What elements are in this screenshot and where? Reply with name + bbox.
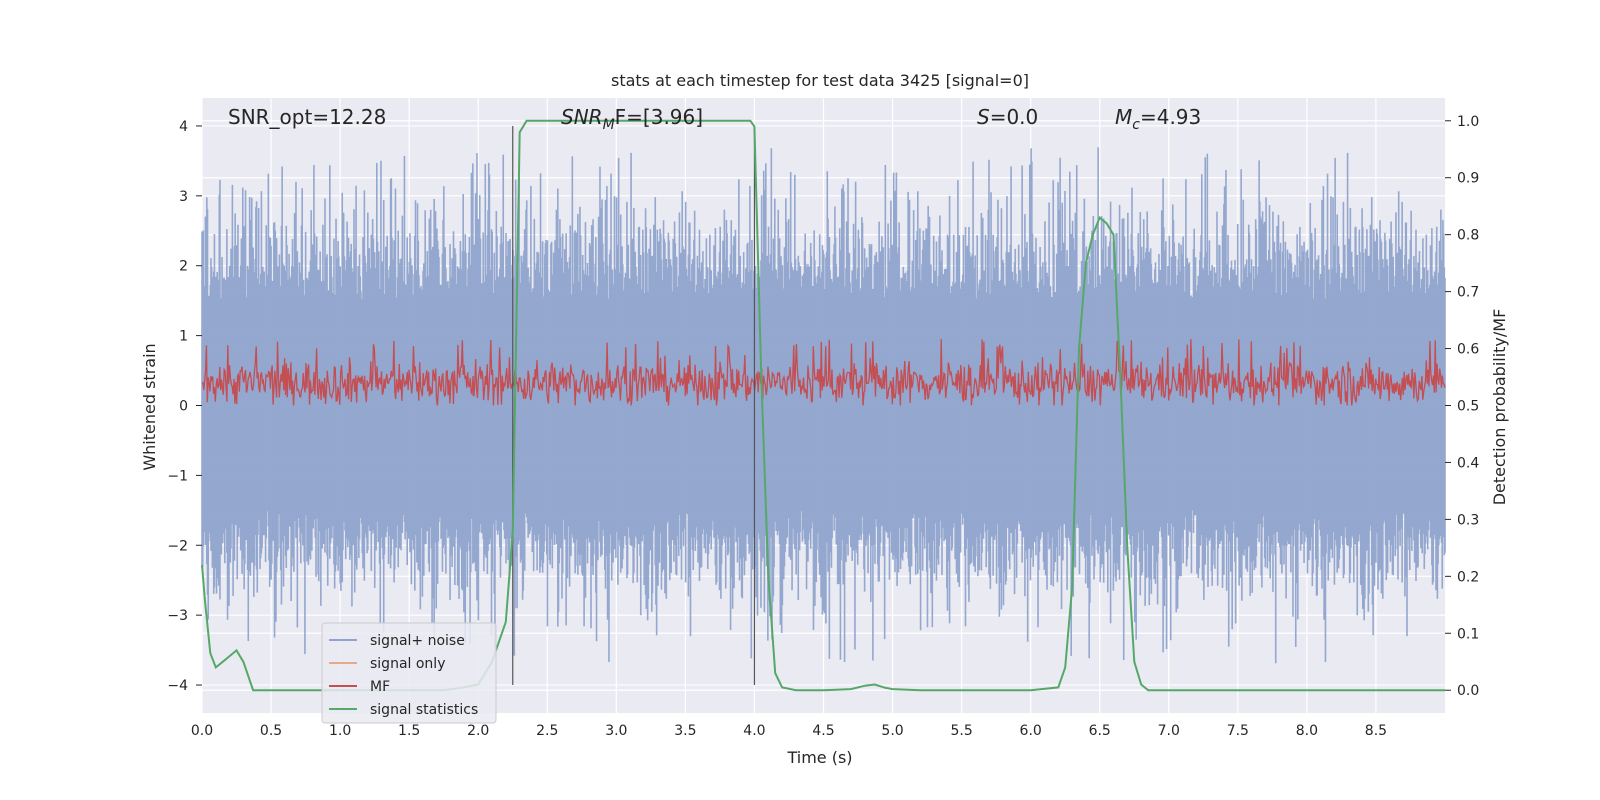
s-name: S: [977, 105, 990, 129]
s-annotation: S=0.0: [977, 105, 1038, 129]
legend-box: [321, 622, 497, 724]
x-tick-label: 6.0: [1020, 723, 1042, 739]
legend-label-signal-statistics: signal statistics: [370, 702, 478, 718]
mc-rest: =4.93: [1140, 105, 1201, 129]
x-tick-label: 0.0: [191, 723, 213, 739]
signal-statistics-line: [201, 119, 1445, 692]
legend-label-signal-only: signal only: [370, 656, 445, 672]
x-tick-label: 8.0: [1296, 723, 1318, 739]
snr-opt-annotation: SNR_opt=12.28: [228, 105, 386, 129]
x-tick-label: 0.5: [260, 723, 282, 739]
x-tick-label: 6.5: [1089, 723, 1111, 739]
y-left-tick-label: 0: [179, 399, 188, 415]
legend-label-mf: MF: [370, 679, 390, 695]
y-right-tick-label: 0.1: [1457, 626, 1479, 642]
axis-ticks: 0.0 0.5 1.0 1.5 2.0 2.5 3.0 3.5 4.0 4.5 5.0 5.5 6.0 6…: [167, 114, 1479, 739]
y-right-tick-label: 0.4: [1457, 455, 1479, 471]
s-rest: =0.0: [990, 105, 1039, 129]
y-left-tick-label: −1: [167, 468, 188, 484]
snr-mf-rest: F=[3.96]: [615, 105, 703, 129]
x-tick-label: 4.0: [743, 723, 765, 739]
y-left-tick-label: −4: [167, 678, 188, 694]
legend-label-signal-noise: signal+ noise: [370, 633, 465, 649]
y-right-tick-label: 1.0: [1457, 114, 1479, 130]
y-right-tick-label: 0.2: [1457, 569, 1479, 585]
y-right-tick-label: 0.3: [1457, 512, 1479, 528]
x-tick-label: 1.0: [329, 723, 351, 739]
y-right-tick-label: 0.8: [1457, 228, 1479, 244]
mc-name: M: [1115, 105, 1132, 129]
y-left-tick-label: 2: [179, 259, 188, 275]
mf-series: [201, 339, 1446, 406]
x-tick-label: 2.5: [536, 723, 558, 739]
snr-mf-sub: M: [603, 117, 615, 133]
y-right-tick-label: 0.5: [1457, 399, 1479, 415]
x-tick-label: 2.0: [467, 723, 489, 739]
x-axis-title: Time (s): [786, 748, 852, 767]
chart-title: stats at each timestep for test data 342…: [611, 71, 1029, 90]
x-tick-label: 1.5: [398, 723, 420, 739]
x-tick-label: 5.5: [950, 723, 972, 739]
mc-annotation: Mc=4.93: [1115, 105, 1201, 133]
x-tick-label: 7.5: [1227, 723, 1249, 739]
y-left-tick-label: −3: [167, 608, 188, 624]
signal-statistics-series: [201, 119, 1445, 692]
x-tick-label: 4.5: [812, 723, 834, 739]
snr-mf-name: SNR: [561, 105, 603, 129]
legend: signal+ noise signal only MF signal stat…: [321, 622, 497, 724]
vertical-markers: [512, 125, 756, 686]
y-left-tick-label: 4: [179, 119, 188, 135]
x-tick-label: 3.5: [674, 723, 696, 739]
x-tick-label: 5.0: [881, 723, 903, 739]
y-left-tick-label: 3: [179, 189, 188, 205]
snr-mf-annotation: SNRMF=[3.96]: [561, 105, 703, 133]
y-axis-right-title: Detection probability/MF: [1490, 309, 1509, 506]
x-tick-label: 7.0: [1158, 723, 1180, 739]
y-axis-left-title: Whitened strain: [140, 343, 159, 470]
y-left-tick-label: 1: [179, 329, 188, 345]
y-right-tick-label: 0.7: [1457, 285, 1479, 301]
y-right-tick-label: 0.6: [1457, 342, 1479, 358]
y-right-tick-label: 0.9: [1457, 171, 1479, 187]
y-right-tick-label: 0.0: [1457, 683, 1479, 699]
x-tick-label: 8.5: [1365, 723, 1387, 739]
x-tick-label: 3.0: [605, 723, 627, 739]
mf-trace: [201, 339, 1446, 406]
mc-sub: c: [1132, 117, 1140, 133]
y-left-tick-label: −2: [167, 538, 188, 554]
